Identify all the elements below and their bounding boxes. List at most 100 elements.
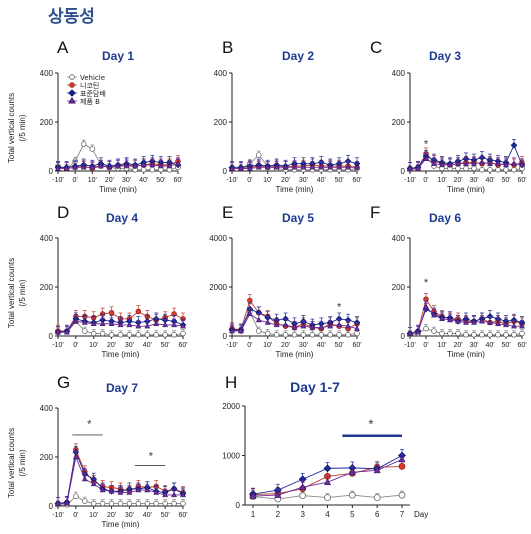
- data-point: [336, 332, 342, 338]
- data-point: [99, 500, 106, 507]
- data-point: [439, 315, 445, 322]
- x-tick-label: 30': [299, 342, 308, 349]
- x-tick-label: 6: [375, 510, 380, 519]
- data-point: [82, 328, 88, 334]
- data-point: [300, 332, 307, 338]
- significance-asterisk: *: [424, 277, 429, 289]
- data-point: [162, 500, 168, 507]
- data-point: [99, 486, 106, 493]
- data-point: [511, 332, 517, 338]
- data-point: [345, 163, 351, 170]
- data-point: [171, 332, 177, 338]
- x-tick-label: 60': [352, 177, 361, 184]
- data-point: [327, 332, 333, 338]
- page-title: 상동성: [48, 7, 95, 27]
- x-axis-label: Time (min): [276, 350, 314, 359]
- data-point: [249, 491, 257, 499]
- data-point: [90, 480, 97, 487]
- data-point: [423, 325, 429, 332]
- data-point: [256, 152, 262, 158]
- data-point: [431, 311, 437, 318]
- data-point: [282, 332, 289, 338]
- y-tick-label: 0: [223, 332, 228, 341]
- data-point: [126, 321, 133, 328]
- x-tick-label: 50': [335, 342, 344, 349]
- data-point: [126, 332, 133, 338]
- data-point: [97, 162, 104, 169]
- data-point: [291, 163, 298, 170]
- x-tick-label: 40': [143, 512, 152, 519]
- data-point: [503, 161, 509, 168]
- x-tick-label: 7: [400, 510, 405, 519]
- x-tick-label: 30': [125, 342, 134, 349]
- y-tick-label: 0: [401, 167, 406, 176]
- data-point: [135, 500, 142, 507]
- data-point: [398, 463, 406, 470]
- data-point: [415, 328, 421, 335]
- data-point: [487, 332, 493, 338]
- x-tick-label: 60': [352, 342, 361, 349]
- data-point: [511, 167, 517, 173]
- y-tick-label: 0: [236, 501, 241, 510]
- significance-asterisk: *: [368, 416, 373, 431]
- data-point: [447, 330, 453, 337]
- x-axis-label: Time (min): [102, 350, 140, 359]
- significance-asterisk: *: [424, 139, 429, 151]
- panel-label: G: [57, 373, 70, 392]
- data-point: [99, 320, 106, 326]
- data-point: [264, 163, 271, 170]
- panel-label: B: [222, 38, 233, 57]
- data-point: [64, 328, 70, 335]
- data-point: [255, 316, 262, 323]
- x-tick-label: -10': [52, 512, 63, 519]
- data-point: [479, 317, 485, 324]
- data-point: [503, 321, 509, 328]
- data-point: [106, 163, 113, 170]
- x-tick-label: 20': [281, 177, 290, 184]
- x-tick-label: 30': [469, 177, 478, 184]
- data-point: [108, 309, 115, 316]
- data-point: [455, 165, 461, 172]
- data-point: [264, 318, 271, 325]
- data-point: [463, 160, 469, 166]
- data-point: [90, 330, 97, 337]
- x-tick-label: 30': [125, 512, 134, 519]
- x-tick-label: 10': [437, 177, 446, 184]
- data-point: [144, 332, 151, 338]
- data-point: [135, 332, 142, 338]
- data-point: [348, 468, 356, 476]
- data-point: [431, 328, 437, 334]
- x-axis-label: Time (min): [99, 185, 137, 194]
- x-tick-label: 0': [73, 342, 78, 349]
- panel-title: Day 1: [102, 49, 134, 63]
- data-point: [336, 321, 343, 328]
- data-point: [495, 160, 501, 166]
- y-tick-label: 400: [40, 69, 54, 78]
- data-point: [153, 332, 159, 338]
- x-tick-label: 30': [122, 177, 131, 184]
- y-tick-label: 200: [392, 283, 406, 292]
- y-axis-label-unit: (/5 min): [18, 279, 27, 306]
- data-point: [171, 491, 177, 498]
- data-point: [180, 491, 186, 498]
- panel-d: D Day 4 0 200 400 -10' 0' 10' 20' 30' 40' 50' 60' Tim…: [7, 203, 188, 359]
- y-tick-label: 400: [40, 234, 54, 243]
- x-tick-label: 0': [423, 177, 428, 184]
- x-tick-label: 40': [143, 342, 152, 349]
- x-tick-label: 0': [247, 177, 252, 184]
- data-point: [348, 491, 356, 499]
- x-tick-label: 20': [107, 512, 116, 519]
- legend-label: 제품 B: [80, 98, 100, 106]
- panel-label: H: [225, 373, 237, 392]
- data-point: [90, 500, 97, 507]
- panel-h: H Day 1-7 0 1000 2000 1 2 3 4 5 6 7 Day *: [222, 373, 428, 519]
- panel-c: C Day 3 0 200 400 -10' 0' 10' 20' 30' 40' 50' 60' Tim…: [370, 38, 527, 194]
- data-point: [247, 297, 253, 304]
- data-point: [299, 483, 307, 490]
- y-tick-label: 2000: [209, 283, 227, 292]
- data-point: [327, 163, 334, 170]
- data-point: [64, 499, 70, 506]
- data-point: [282, 163, 289, 170]
- legend-marker: [69, 74, 75, 80]
- data-point: [479, 167, 485, 173]
